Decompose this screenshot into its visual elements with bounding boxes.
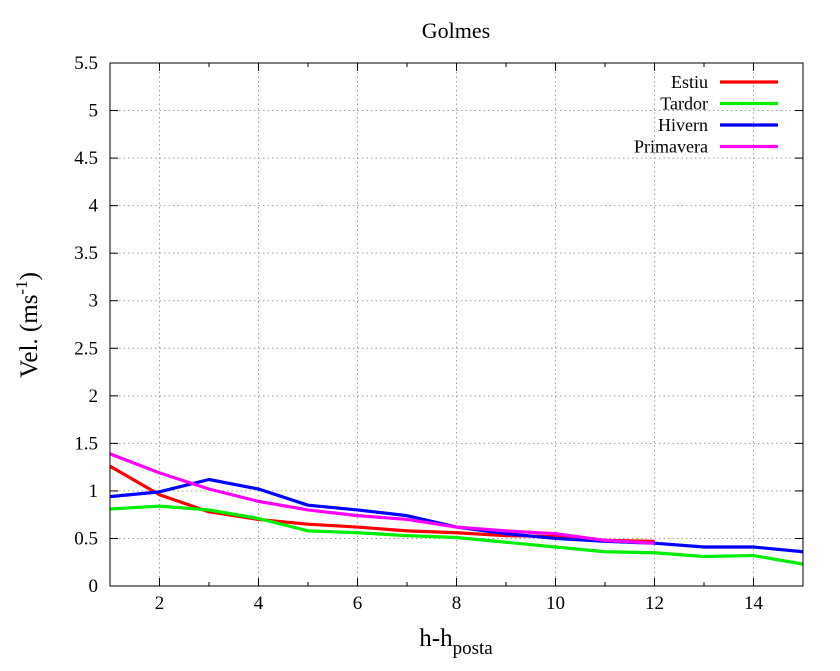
y-tick-label: 3.5 xyxy=(74,243,98,264)
y-axis-label-superscript: -1 xyxy=(12,280,31,294)
y-tick-label: 3 xyxy=(89,291,99,312)
chart-title: Golmes xyxy=(422,18,490,43)
series-layer xyxy=(109,452,804,566)
grid xyxy=(110,63,803,586)
legend-label-tardor: Tardor xyxy=(660,94,708,114)
x-tick-label: 10 xyxy=(546,593,565,614)
y-axis-label-prefix: Vel. (ms xyxy=(16,295,43,378)
y-tick-label: 0 xyxy=(89,576,99,597)
ticks: 0 0.5 1 1.5 2 2.5 3 3.5 4 4.5 5 5.5 2 4 6 8 10 12 14 xyxy=(74,53,804,614)
legend-label-hivern: Hivern xyxy=(658,115,708,135)
y-tick-label: 5.5 xyxy=(74,53,98,74)
x-tick-label: 12 xyxy=(645,593,664,614)
x-axis-label-subscript: posta xyxy=(453,638,494,659)
y-tick-label: 2.5 xyxy=(74,338,98,359)
x-axis-label-base: h-h xyxy=(419,625,453,652)
x-tick-label: 8 xyxy=(452,593,462,614)
y-tick-label: 0.5 xyxy=(74,528,98,549)
y-axis-label-suffix: ) xyxy=(16,272,43,280)
y-tick-label: 2 xyxy=(89,386,99,407)
y-tick-label: 1 xyxy=(89,481,99,502)
y-tick-label: 1.5 xyxy=(74,433,98,454)
x-tick-label: 2 xyxy=(155,593,165,614)
series-line-tardor xyxy=(109,504,804,566)
legend-label-estiu: Estiu xyxy=(671,72,708,92)
legend-label-primavera: Primavera xyxy=(634,137,708,157)
x-tick-label: 14 xyxy=(744,593,764,614)
y-tick-label: 5 xyxy=(89,101,99,122)
y-tick-label: 4 xyxy=(89,196,99,217)
series-line-primavera xyxy=(109,452,655,545)
y-tick-label: 4.5 xyxy=(74,148,98,169)
x-axis-label: h-hposta xyxy=(419,625,493,659)
x-tick-label: 4 xyxy=(254,593,264,614)
x-tick-label: 6 xyxy=(353,593,363,614)
y-axis-label: Vel. (ms-1) xyxy=(12,272,43,378)
series-line-estiu xyxy=(109,464,655,543)
